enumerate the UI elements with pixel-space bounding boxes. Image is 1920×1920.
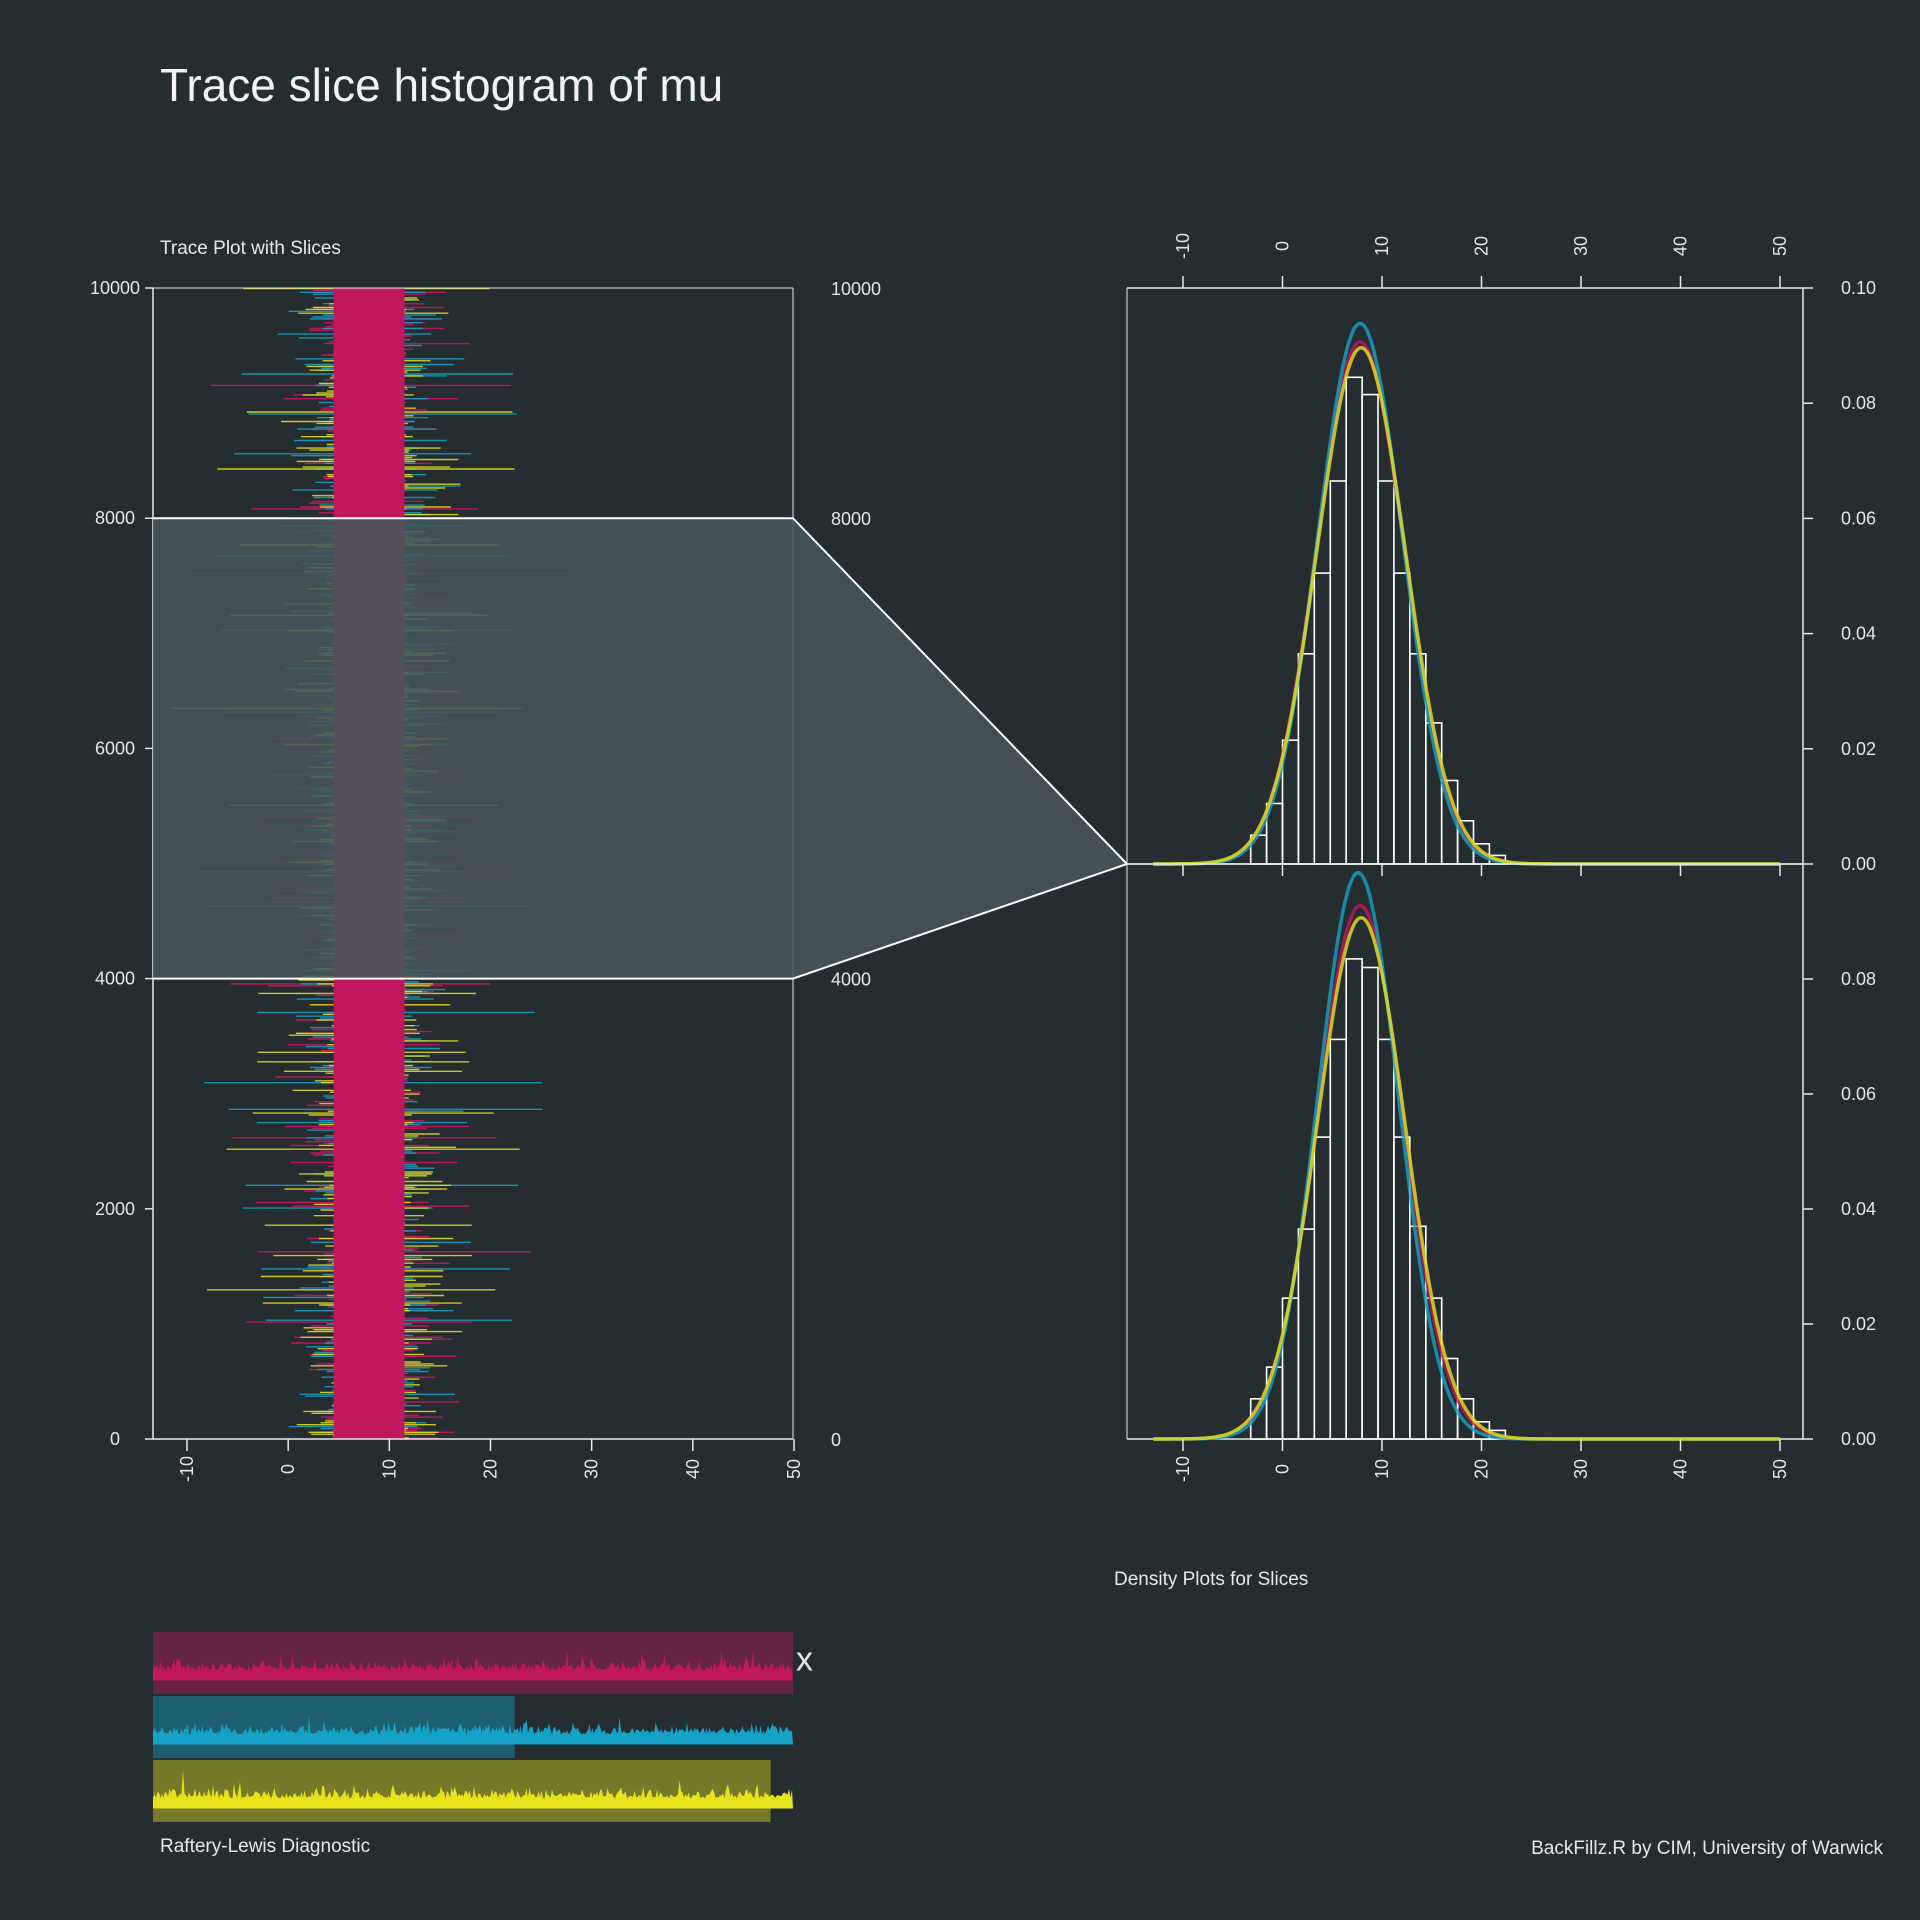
hist-top-x-tick-label: -10 xyxy=(1173,233,1193,259)
x-tick-label: 30 xyxy=(582,1459,602,1479)
density-curve xyxy=(1153,916,1780,1441)
rl-marker: x xyxy=(796,1640,813,1678)
y-tick-label: 2000 xyxy=(95,1199,135,1219)
rl-bar xyxy=(153,1696,515,1758)
histogram-upper-slice: 0.00 0.02 0.04 0.06 0.08 0.10 -10 0 10 20 30 40 50 xyxy=(1126,233,1876,876)
hist-top-x-tick-label: 40 xyxy=(1671,236,1691,256)
density-curve xyxy=(1153,345,1780,866)
hist-x-tick-label: 0 xyxy=(1273,1464,1293,1474)
x-tick-label: 50 xyxy=(784,1459,804,1479)
hist-x-tick-label: 10 xyxy=(1372,1459,1392,1479)
histogram-bin xyxy=(1329,1038,1348,1440)
y-tick-label: 8000 xyxy=(95,508,135,528)
histogram-bin xyxy=(1313,572,1332,865)
hist-y-tick-label: 0.08 xyxy=(1841,969,1876,989)
y-tick-label: 4000 xyxy=(95,969,135,989)
histogram-bin xyxy=(1297,652,1316,865)
hist-y-tick-label: 0.04 xyxy=(1841,624,1876,644)
hist-top-x-tick-label: 0 xyxy=(1273,241,1293,251)
rl-trace xyxy=(153,1715,793,1745)
y-tick-label: 6000 xyxy=(95,738,135,758)
right-y-tick-label: 8000 xyxy=(831,509,871,529)
histogram-bin xyxy=(1361,966,1379,1440)
hist-y-tick-label: 0.02 xyxy=(1841,739,1876,759)
density-curve xyxy=(1153,339,1780,866)
hist-top-x-tick-label: 30 xyxy=(1571,236,1591,256)
hist-y-tick-label: 0.10 xyxy=(1841,278,1876,298)
credit-text: BackFillz.R by CIM, University of Warwic… xyxy=(1531,1838,1883,1859)
hist-x-tick-label: 40 xyxy=(1671,1459,1691,1479)
histogram-bin xyxy=(1345,958,1363,1440)
right-y-tick-label: 0 xyxy=(831,1430,841,1450)
hist-x-tick-label: 50 xyxy=(1770,1459,1790,1479)
rl-bar xyxy=(153,1760,771,1822)
rl-bar xyxy=(153,1632,793,1694)
histogram-bin xyxy=(1297,1228,1316,1440)
raftery-lewis-diagnostic: x xyxy=(153,1632,813,1822)
y-tick-label: 0 xyxy=(110,1429,120,1449)
hist-top-x-tick-label: 50 xyxy=(1770,236,1790,256)
x-tick-label: 20 xyxy=(481,1459,501,1479)
x-tick-label: -10 xyxy=(177,1456,197,1482)
y-tick-label: 10000 xyxy=(90,278,140,298)
histogram-bin xyxy=(1313,1136,1332,1440)
rl-trace xyxy=(153,1649,793,1681)
histogram-bin xyxy=(1377,480,1395,865)
hist-x-tick-label: -10 xyxy=(1173,1456,1193,1482)
histogram-bin xyxy=(1377,1038,1395,1440)
histogram-lower-slice: 0.00 0.02 0.04 0.06 0.08 -10 0 10 20 30 40 50 xyxy=(1126,863,1876,1482)
right-y-tick-label: 10000 xyxy=(831,279,881,299)
trace-plot-title: Trace Plot with Slices xyxy=(160,238,341,259)
histogram-bin xyxy=(1329,480,1348,865)
histogram-bin xyxy=(1345,376,1363,865)
hist-y-tick-label: 0.06 xyxy=(1841,1084,1876,1104)
x-tick-label: 10 xyxy=(379,1459,399,1479)
x-tick-label: 40 xyxy=(683,1459,703,1479)
slice-highlight xyxy=(153,517,1129,980)
rl-trace xyxy=(153,1770,793,1809)
hist-top-x-tick-label: 10 xyxy=(1372,236,1392,256)
raftery-lewis-title: Raftery-Lewis Diagnostic xyxy=(160,1836,371,1857)
hist-y-tick-label: 0.08 xyxy=(1841,393,1876,413)
chart-title: Trace slice histogram of mu xyxy=(160,59,724,111)
density-curve xyxy=(1153,871,1780,1441)
density-curve xyxy=(1153,321,1780,866)
histogram-bin xyxy=(1393,572,1411,865)
hist-y-tick-label: 0.00 xyxy=(1841,1429,1876,1449)
histogram-bin xyxy=(1361,393,1379,865)
right-y-tick-label: 4000 xyxy=(831,970,871,990)
hist-y-tick-label: 0.00 xyxy=(1841,854,1876,874)
density-curve xyxy=(1153,903,1780,1441)
hist-x-tick-label: 30 xyxy=(1571,1459,1591,1479)
slice-region xyxy=(153,518,1127,979)
hist-y-tick-label: 0.02 xyxy=(1841,1314,1876,1334)
hist-top-x-tick-label: 20 xyxy=(1472,236,1492,256)
x-tick-label: 0 xyxy=(278,1464,298,1474)
hist-x-tick-label: 20 xyxy=(1472,1459,1492,1479)
hist-y-tick-label: 0.06 xyxy=(1841,508,1876,528)
density-plots-title: Density Plots for Slices xyxy=(1114,1569,1309,1590)
hist-y-tick-label: 0.04 xyxy=(1841,1199,1876,1219)
